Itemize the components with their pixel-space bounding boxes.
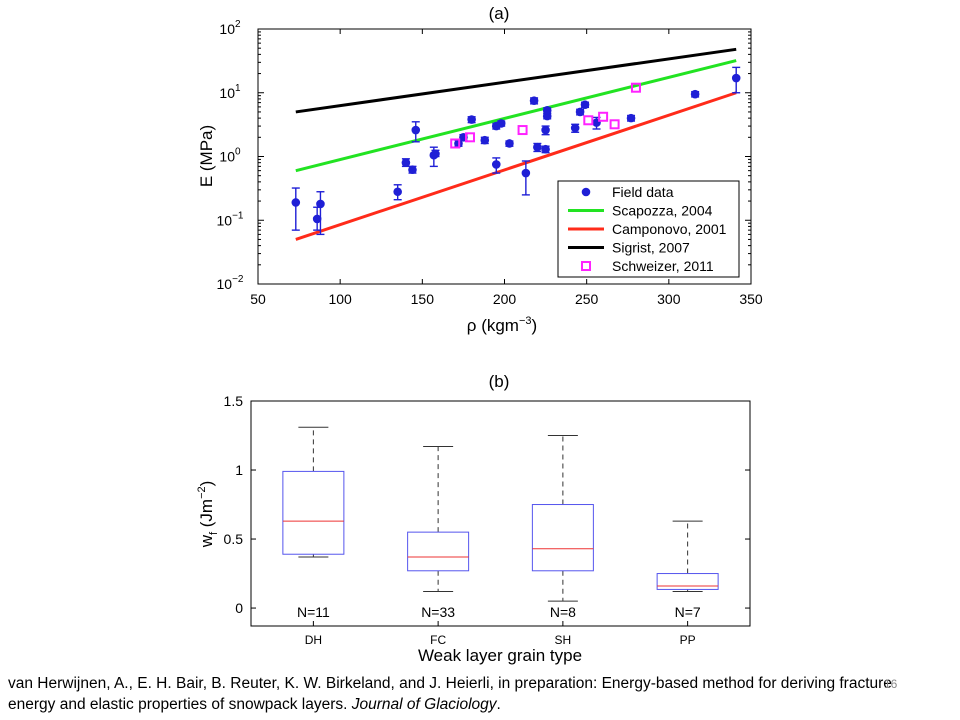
legend-marker-circle (581, 187, 591, 197)
field-data-point (580, 100, 590, 109)
y-tick-label: 10−1 (217, 210, 244, 228)
field-data-point (496, 119, 506, 128)
field-data-point (431, 149, 440, 159)
iqr-box (531, 504, 594, 572)
y-tick-label: 1 (235, 462, 243, 478)
citation-caption: van Herwijnen, A., E. H. Bair, B. Reuter… (8, 673, 908, 715)
field-data-point (467, 115, 476, 124)
x-tick-label: 300 (657, 291, 681, 307)
field-data-point (626, 113, 636, 123)
panel-b-y-axis-label: wf (Jm−2) (196, 481, 220, 549)
y-tick-label: 101 (219, 83, 241, 101)
legend-label: Camponovo, 2001 (612, 221, 727, 237)
y-tick-label: 0.5 (224, 531, 244, 547)
field-data-point (541, 125, 550, 135)
citation-text: van Herwijnen, A., E. H. Bair, B. Reuter… (8, 675, 892, 713)
field-data-point (411, 125, 421, 135)
schweizer-point (598, 111, 609, 122)
panel-a-series (291, 47, 741, 241)
x-tick-label: 150 (411, 291, 435, 307)
field-data-point (291, 198, 301, 207)
sample-count-label: N=33 (421, 604, 455, 620)
sample-count-label: N=11 (297, 604, 330, 620)
series-line (295, 91, 737, 241)
legend-label: Schweizer, 2011 (612, 258, 714, 274)
x-category-label: FC (430, 633, 446, 647)
x-category-label: SH (555, 633, 572, 647)
y-tick-label: 102 (219, 19, 241, 37)
panel-b-boxes: N=11 N=33 N=8 N=7 (282, 426, 719, 620)
field-data-point (690, 89, 700, 99)
slide-number: 16 (884, 677, 898, 691)
iqr-box (282, 470, 345, 555)
schweizer-point (464, 132, 475, 143)
panel-a-title: (a) (489, 4, 510, 23)
panel-b-ticks: 0 0.5 1 1.5 DH FC SH PP (224, 393, 750, 647)
field-data-point (505, 139, 514, 148)
schweizer-point (630, 82, 641, 93)
field-data-point (533, 142, 542, 152)
series-line (295, 47, 737, 114)
sample-count-label: N=8 (550, 604, 576, 620)
schweizer-point (583, 115, 594, 126)
field-data-point (393, 187, 402, 197)
series-line (295, 59, 737, 173)
x-tick-label: 250 (575, 291, 599, 307)
y-tick-label: 100 (219, 147, 241, 165)
sample-count-label: N=7 (675, 604, 701, 620)
schweizer-point (450, 138, 461, 149)
field-data-point (541, 144, 550, 154)
schweizer-point (517, 125, 528, 136)
panel-b-title: (b) (489, 372, 510, 391)
x-tick-label: 350 (739, 291, 763, 307)
citation-journal: Journal of Glaciology (351, 696, 497, 713)
x-tick-label: 200 (493, 291, 517, 307)
panel-b-axes-frame (250, 400, 751, 627)
y-tick-label: 1.5 (224, 393, 244, 409)
panel-a-x-axis-label: ρ (kgm−3) (467, 315, 537, 335)
field-data-point (480, 135, 490, 145)
legend-label: Sigrist, 2007 (612, 240, 690, 256)
field-data-point (491, 160, 501, 169)
field-data-point (731, 73, 741, 83)
legend-label: Field data (612, 184, 674, 200)
field-data-point (529, 96, 539, 106)
panel-a-legend: Field data Scapozza, 2004 Camponovo, 2001 S… (557, 180, 740, 278)
y-tick-label: 10−2 (217, 274, 244, 292)
panel-a-y-axis-label: E (MPa) (197, 125, 216, 187)
panel-b-box-plot: (b) 0 0.5 1 1.5 DH FC SH PP N=11 N=33 N=8 N=7 wf (… (196, 372, 751, 665)
field-data-point (542, 106, 552, 115)
iqr-box (407, 531, 470, 572)
panel-a-ticks: 50 100 150 200 250 300 350 10−2 10−1 100 101 102 (217, 19, 763, 307)
iqr-box (656, 573, 719, 590)
field-data-point (521, 168, 531, 178)
x-category-label: PP (680, 633, 696, 647)
field-data-point (575, 107, 585, 117)
panel-b-x-axis-label: Weak layer grain type (418, 646, 582, 665)
x-category-label: DH (305, 633, 322, 647)
field-data-point (401, 158, 411, 167)
citation-end: . (496, 696, 501, 713)
field-data-point (312, 214, 322, 224)
legend-marker-square (581, 261, 591, 271)
field-data-point (408, 165, 417, 175)
field-data-point (316, 199, 325, 209)
x-tick-label: 50 (250, 291, 266, 307)
schweizer-point (609, 119, 620, 130)
panel-a-scatter-chart: (a) 50 100 150 200 250 300 350 10−2 10−1 100 101 10… (197, 4, 763, 335)
legend-label: Scapozza, 2004 (612, 203, 713, 219)
field-data-point (570, 123, 580, 133)
x-tick-label: 100 (328, 291, 352, 307)
y-tick-label: 0 (235, 600, 243, 616)
